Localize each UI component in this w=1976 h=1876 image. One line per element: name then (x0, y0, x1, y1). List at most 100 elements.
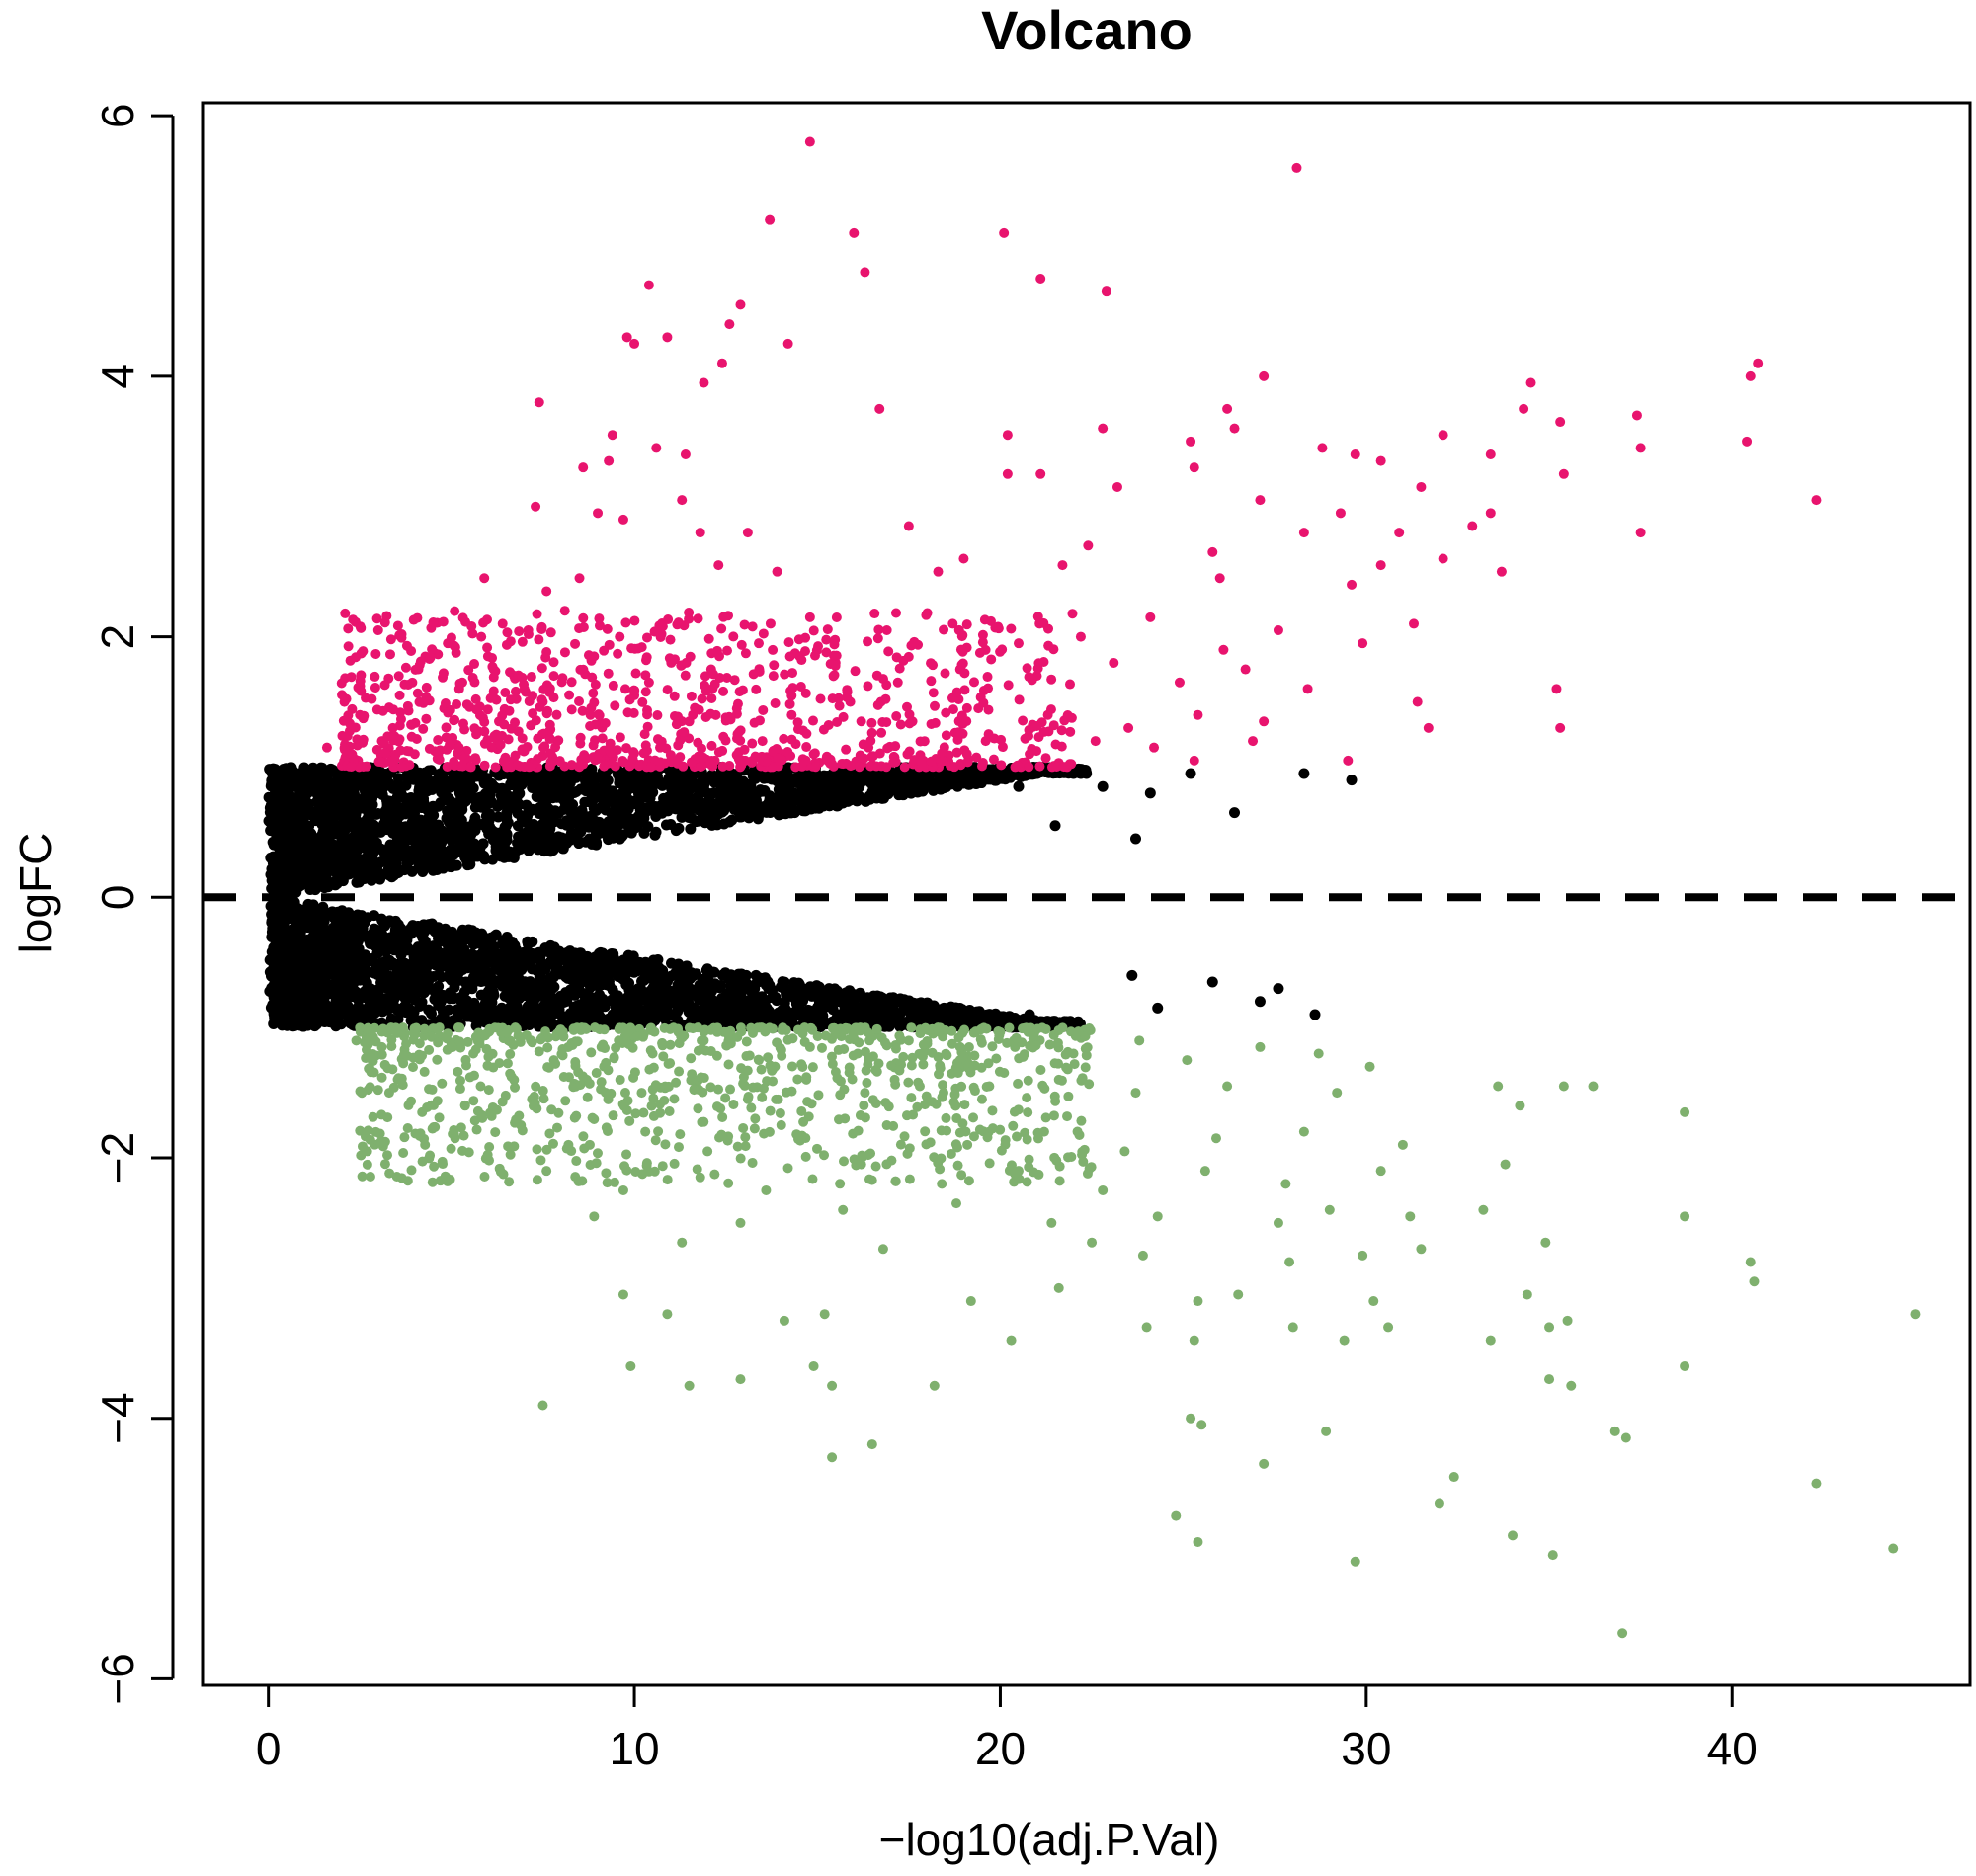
not-significant-point (790, 992, 802, 1004)
not-significant-point (917, 785, 929, 797)
not-significant-point (305, 957, 317, 969)
not-significant-point (369, 910, 380, 922)
not-significant-point (570, 785, 582, 797)
not_significant-point (1346, 775, 1358, 786)
not-significant-point (367, 843, 378, 855)
not-significant-point (478, 932, 490, 943)
not-significant-point (351, 876, 363, 888)
not-significant-point (558, 949, 570, 961)
not-significant-point (608, 948, 619, 960)
not-significant-point (714, 980, 726, 992)
not-significant-point (340, 987, 352, 999)
not-significant-point (312, 969, 324, 981)
not-significant-point (814, 797, 826, 809)
not-significant-point (412, 801, 424, 813)
not-significant-point (636, 986, 648, 998)
not-significant-point (665, 776, 677, 788)
not-significant-point (409, 844, 421, 856)
not-significant-point (361, 977, 372, 989)
not-significant-point (492, 962, 504, 974)
not-significant-point (386, 916, 398, 928)
not-significant-point (388, 976, 400, 988)
not-significant-point (728, 993, 740, 1005)
not-significant-point (719, 967, 731, 979)
not-significant-point (467, 938, 479, 950)
not-significant-point (562, 972, 574, 984)
not-significant-point (653, 962, 665, 974)
not_significant-point (1130, 833, 1142, 845)
not-significant-point (797, 798, 809, 810)
not-significant-point (708, 800, 720, 812)
not-significant-point (726, 792, 738, 804)
not-significant-point (344, 853, 356, 864)
not-significant-point (489, 930, 501, 941)
not-significant-point (327, 805, 339, 817)
not-significant-point (304, 899, 316, 911)
not-significant-point (597, 962, 609, 974)
not-significant-point (701, 772, 713, 783)
not-significant-point (707, 787, 719, 799)
not-significant-point (487, 854, 499, 865)
not-significant-point (475, 975, 487, 987)
not-significant-point (610, 1002, 621, 1014)
not-significant-point (698, 785, 709, 797)
not-significant-point (570, 772, 582, 783)
not-significant-point (487, 986, 499, 998)
not-significant-point (775, 981, 786, 993)
not-significant-point (294, 769, 306, 780)
not-significant-point (512, 785, 524, 797)
not-significant-point (288, 1020, 299, 1032)
not-significant-point (374, 826, 386, 838)
not_significant-point (1309, 1009, 1321, 1020)
not-significant-point (585, 815, 597, 827)
not-significant-point (466, 925, 478, 937)
not-significant-point (594, 989, 606, 1001)
not-significant-point (821, 779, 833, 791)
not-significant-point (874, 792, 886, 804)
not-significant-point (558, 803, 570, 815)
not-significant-point (718, 801, 730, 813)
not-significant-point (745, 999, 757, 1011)
not-significant-point (580, 836, 592, 848)
not-significant-point (548, 969, 560, 981)
not-significant-point (423, 775, 435, 787)
not-significant-point (438, 788, 450, 800)
not-significant-point (355, 931, 367, 942)
not-significant-point (360, 853, 371, 864)
not-significant-point (275, 852, 287, 863)
not-significant-point (475, 989, 487, 1001)
not-significant-point (462, 962, 474, 974)
not-significant-point (632, 811, 644, 823)
not-significant-point (325, 935, 337, 946)
not-significant-point (860, 795, 871, 807)
not-significant-point (380, 773, 392, 784)
not-significant-point (286, 970, 297, 982)
not-significant-point (738, 977, 750, 989)
not_significant-point (1013, 780, 1025, 792)
not-significant-point (329, 879, 341, 891)
not-significant-point (456, 924, 468, 936)
not-significant-point (413, 824, 425, 836)
not-significant-point (393, 820, 405, 832)
not-significant-point (849, 786, 861, 798)
not-significant-point (691, 968, 702, 980)
not-significant-point (368, 819, 379, 831)
not-significant-point (367, 865, 378, 877)
not-significant-point (282, 904, 293, 916)
not-significant-point (394, 988, 406, 1000)
not-significant-point (338, 917, 350, 929)
not-significant-point (485, 824, 497, 836)
not-significant-point (678, 964, 690, 976)
not-significant-point (635, 786, 647, 798)
not-significant-point (688, 1002, 700, 1014)
not-significant-point (504, 983, 516, 995)
not-significant-point (426, 922, 438, 934)
not-significant-point (477, 838, 489, 850)
not-significant-point (520, 834, 532, 846)
not-significant-point (355, 988, 367, 1000)
not-significant-point (315, 955, 327, 967)
not-significant-point (670, 825, 682, 837)
not-significant-point (332, 906, 344, 918)
not-significant-point (394, 929, 406, 940)
not-significant-point (548, 816, 560, 828)
